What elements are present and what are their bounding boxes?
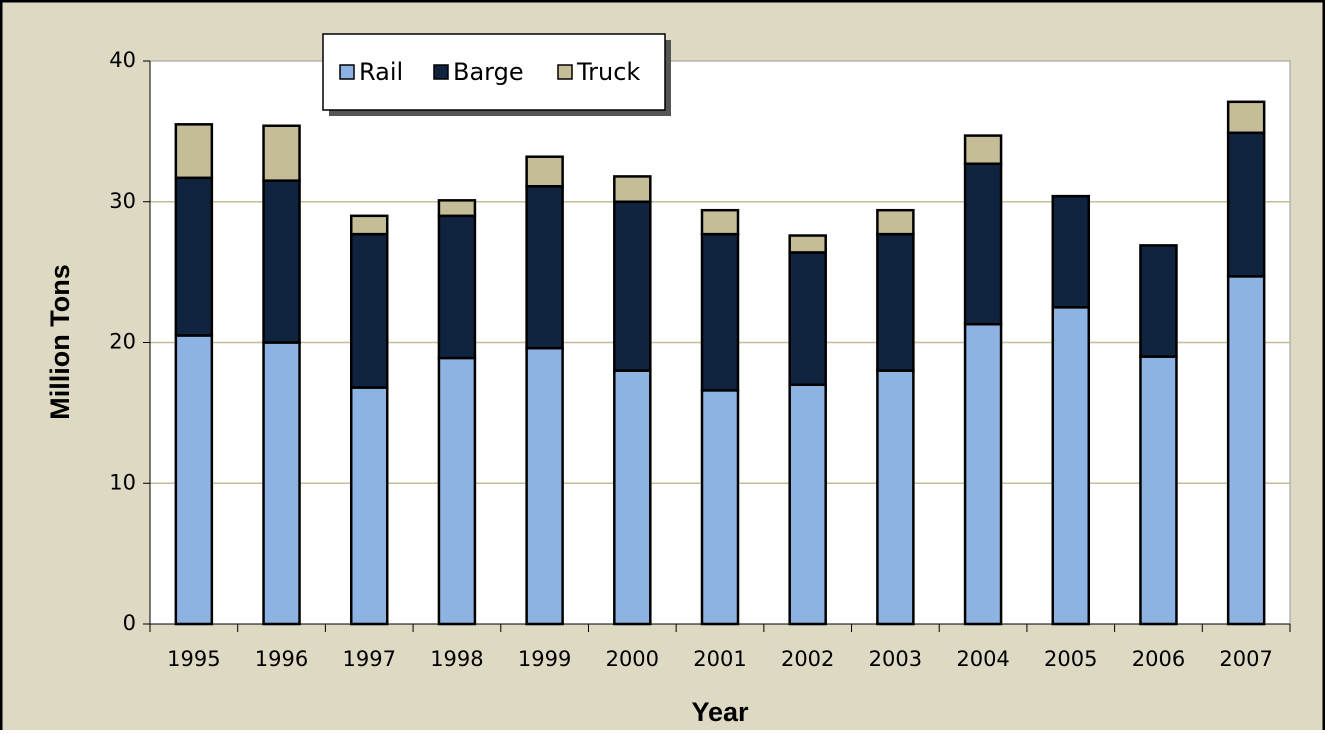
- bar-segment: [1051, 194, 1091, 309]
- bar-segment: [1051, 306, 1091, 626]
- y-axis-title: Million Tons: [45, 264, 75, 419]
- bar-segment: [262, 179, 301, 344]
- bars: [174, 100, 1266, 626]
- bar-segment: [788, 251, 827, 386]
- y-tick-label: 20: [109, 330, 136, 354]
- bar-segment: [613, 175, 652, 203]
- y-tick-label: 0: [123, 611, 136, 635]
- x-tick-label: 1999: [518, 647, 571, 671]
- x-tick-label: 2002: [781, 647, 834, 671]
- bar-segment: [1139, 244, 1178, 358]
- x-tick-label: 2003: [869, 647, 922, 671]
- legend: [322, 33, 666, 111]
- bar-segment: [700, 208, 740, 236]
- x-tick-label: 1997: [343, 647, 396, 671]
- legend-label: Rail: [359, 58, 403, 86]
- legend-label: Barge: [453, 58, 524, 86]
- x-tick-label: 2005: [1044, 647, 1097, 671]
- bar-segment: [437, 199, 477, 218]
- bar-segment: [1139, 355, 1178, 626]
- y-tick-label: 30: [109, 189, 136, 213]
- bar-segment: [788, 234, 827, 254]
- axes: 0 10 20 30 40 1995 1996 1997 1998 1999 2000 2001 200…: [109, 48, 1291, 671]
- legend-label: Truck: [576, 58, 640, 86]
- bar-segment: [174, 123, 214, 180]
- bar-segment: [876, 369, 915, 626]
- y-tick-label: 40: [109, 48, 136, 72]
- bar-segment: [788, 383, 827, 626]
- legend-swatch: [339, 64, 355, 80]
- x-tick-label: 1995: [167, 647, 220, 671]
- bar-segment: [700, 389, 740, 626]
- bar-segment: [963, 162, 1003, 326]
- bar-segment: [174, 176, 214, 337]
- bar-segment: [437, 356, 477, 626]
- bar-segment: [876, 232, 915, 372]
- bar-segment: [262, 124, 301, 182]
- bar-segment: [613, 200, 652, 372]
- legend-swatch: [433, 64, 449, 80]
- legend-swatch: [557, 64, 573, 80]
- bar-segment: [437, 214, 477, 360]
- x-axis-title: Year: [691, 697, 749, 727]
- x-tick-label: 2000: [606, 647, 659, 671]
- bar-segment: [700, 232, 740, 392]
- bar-segment: [876, 208, 915, 236]
- bar-segment: [525, 346, 564, 626]
- bar-segment: [1226, 131, 1266, 278]
- bar-segment: [613, 369, 652, 626]
- x-tick-label: 2006: [1132, 647, 1185, 671]
- bar-segment: [963, 322, 1003, 626]
- bar-segment: [525, 155, 564, 188]
- bar-segment: [1226, 275, 1266, 626]
- x-tick-label: 2004: [956, 647, 1009, 671]
- x-tick-label: 2001: [693, 647, 746, 671]
- x-tick-label: 1998: [430, 647, 483, 671]
- x-tick-label: 2007: [1219, 647, 1272, 671]
- bar-segment: [349, 386, 389, 626]
- bar-segment: [525, 185, 564, 350]
- x-tick-label: 1996: [255, 647, 308, 671]
- bar-segment: [963, 134, 1003, 165]
- bar-segment: [349, 214, 389, 236]
- bar-segment: [174, 334, 214, 626]
- y-tick-label: 10: [109, 470, 136, 494]
- bar-segment: [349, 232, 389, 389]
- bar-segment: [1226, 100, 1266, 135]
- bar-segment: [262, 341, 301, 626]
- legend-items: Rail Barge Truck: [339, 58, 640, 86]
